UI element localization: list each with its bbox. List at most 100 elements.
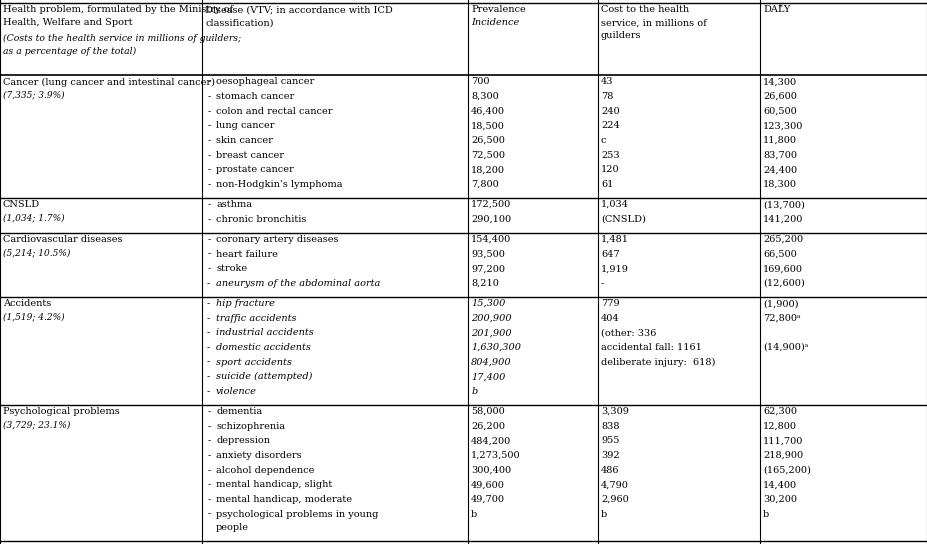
Text: 404: 404 bbox=[601, 314, 619, 323]
Text: 224: 224 bbox=[601, 121, 619, 131]
Text: (7,335; 3.9%): (7,335; 3.9%) bbox=[3, 91, 65, 100]
Text: lung cancer: lung cancer bbox=[216, 121, 274, 131]
Text: 1,919: 1,919 bbox=[601, 264, 629, 273]
Text: Health, Welfare and Sport: Health, Welfare and Sport bbox=[3, 18, 133, 27]
Text: mental handicap, slight: mental handicap, slight bbox=[216, 480, 333, 489]
Text: -: - bbox=[207, 329, 210, 337]
Text: 26,200: 26,200 bbox=[471, 422, 505, 431]
Text: oesophageal cancer: oesophageal cancer bbox=[216, 77, 314, 86]
Text: stomach cancer: stomach cancer bbox=[216, 92, 295, 101]
Text: violence: violence bbox=[216, 387, 257, 396]
Text: 97,200: 97,200 bbox=[471, 264, 505, 273]
Text: 62,300: 62,300 bbox=[763, 407, 797, 416]
Text: -: - bbox=[207, 407, 210, 416]
Text: dementia: dementia bbox=[216, 407, 262, 416]
Text: Psychological problems: Psychological problems bbox=[3, 407, 120, 416]
Text: -: - bbox=[207, 121, 210, 131]
Text: 26,600: 26,600 bbox=[763, 92, 797, 101]
Text: 14,400: 14,400 bbox=[763, 480, 797, 489]
Text: (1,900): (1,900) bbox=[763, 299, 799, 308]
Text: -: - bbox=[207, 107, 210, 116]
Text: Prevalence: Prevalence bbox=[471, 5, 526, 14]
Text: -: - bbox=[207, 136, 210, 145]
Text: DALY: DALY bbox=[763, 5, 791, 14]
Text: 24,400: 24,400 bbox=[763, 165, 797, 174]
Text: prostate cancer: prostate cancer bbox=[216, 165, 294, 174]
Text: 18,300: 18,300 bbox=[763, 180, 797, 189]
Text: 14,300: 14,300 bbox=[763, 77, 797, 86]
Text: 1,034: 1,034 bbox=[601, 200, 629, 209]
Text: 804,900: 804,900 bbox=[471, 357, 512, 367]
Text: coronary artery diseases: coronary artery diseases bbox=[216, 235, 338, 244]
Text: non-Hodgkin’s lymphoma: non-Hodgkin’s lymphoma bbox=[216, 180, 343, 189]
Text: 8,210: 8,210 bbox=[471, 279, 499, 288]
Text: Cost to the health: Cost to the health bbox=[601, 5, 689, 14]
Text: 1,481: 1,481 bbox=[601, 235, 629, 244]
Text: (1,034; 1.7%): (1,034; 1.7%) bbox=[3, 213, 65, 222]
Text: (CNSLD): (CNSLD) bbox=[601, 215, 646, 224]
Text: 169,600: 169,600 bbox=[763, 264, 803, 273]
Text: -: - bbox=[207, 200, 210, 209]
Text: alcohol dependence: alcohol dependence bbox=[216, 466, 314, 475]
Text: 392: 392 bbox=[601, 451, 619, 460]
Text: Accidents: Accidents bbox=[3, 299, 51, 308]
Text: 15,300: 15,300 bbox=[471, 299, 505, 308]
Text: 60,500: 60,500 bbox=[763, 107, 797, 116]
Text: -: - bbox=[207, 250, 210, 258]
Text: -: - bbox=[207, 77, 210, 86]
Text: Disease (VTV; in accordance with ICD: Disease (VTV; in accordance with ICD bbox=[205, 5, 393, 14]
Text: 1,630,300: 1,630,300 bbox=[471, 343, 521, 352]
Text: 486: 486 bbox=[601, 466, 619, 475]
Text: people: people bbox=[216, 523, 249, 532]
Text: 18,200: 18,200 bbox=[471, 165, 505, 174]
Text: -: - bbox=[207, 436, 210, 446]
Text: 700: 700 bbox=[471, 77, 489, 86]
Text: -: - bbox=[207, 510, 210, 518]
Text: *: * bbox=[779, 4, 782, 12]
Text: 49,600: 49,600 bbox=[471, 480, 505, 489]
Text: -: - bbox=[207, 165, 210, 174]
Text: (Costs to the health service in millions of guilders;: (Costs to the health service in millions… bbox=[3, 34, 241, 44]
Text: 18,500: 18,500 bbox=[471, 121, 505, 131]
Text: -: - bbox=[207, 151, 210, 159]
Text: 78: 78 bbox=[601, 92, 614, 101]
Text: 43: 43 bbox=[601, 77, 614, 86]
Text: 955: 955 bbox=[601, 436, 619, 446]
Text: b: b bbox=[763, 510, 769, 518]
Text: -: - bbox=[207, 235, 210, 244]
Text: 300,400: 300,400 bbox=[471, 466, 512, 475]
Text: 72,500: 72,500 bbox=[471, 151, 505, 159]
Text: asthma: asthma bbox=[216, 200, 252, 209]
Text: 17,400: 17,400 bbox=[471, 372, 505, 381]
Text: 141,200: 141,200 bbox=[763, 215, 804, 224]
Text: Cancer (lung cancer and intestinal cancer): Cancer (lung cancer and intestinal cance… bbox=[3, 77, 215, 86]
Text: b: b bbox=[471, 510, 477, 518]
Text: 120: 120 bbox=[601, 165, 619, 174]
Text: 4,790: 4,790 bbox=[601, 480, 629, 489]
Text: 46,400: 46,400 bbox=[471, 107, 505, 116]
Text: -: - bbox=[601, 279, 604, 288]
Text: (12,600): (12,600) bbox=[763, 279, 805, 288]
Text: skin cancer: skin cancer bbox=[216, 136, 273, 145]
Text: -: - bbox=[207, 92, 210, 101]
Text: -: - bbox=[207, 451, 210, 460]
Text: 838: 838 bbox=[601, 422, 619, 431]
Text: 7,800: 7,800 bbox=[471, 180, 499, 189]
Text: b: b bbox=[601, 510, 607, 518]
Text: (165,200): (165,200) bbox=[763, 466, 811, 475]
Text: -: - bbox=[207, 480, 210, 489]
Text: -: - bbox=[207, 215, 210, 224]
Text: chronic bronchitis: chronic bronchitis bbox=[216, 215, 307, 224]
Text: (other: 336: (other: 336 bbox=[601, 329, 656, 337]
Text: Incidence: Incidence bbox=[471, 18, 519, 27]
Text: mental handicap, moderate: mental handicap, moderate bbox=[216, 495, 352, 504]
Text: 201,900: 201,900 bbox=[471, 329, 512, 337]
Text: stroke: stroke bbox=[216, 264, 248, 273]
Text: 26,500: 26,500 bbox=[471, 136, 505, 145]
Text: -: - bbox=[207, 466, 210, 475]
Text: 218,900: 218,900 bbox=[763, 451, 804, 460]
Text: deliberate injury:  618): deliberate injury: 618) bbox=[601, 357, 716, 367]
Text: CNSLD: CNSLD bbox=[3, 200, 40, 209]
Text: 12,800: 12,800 bbox=[763, 422, 797, 431]
Text: c: c bbox=[601, 136, 606, 145]
